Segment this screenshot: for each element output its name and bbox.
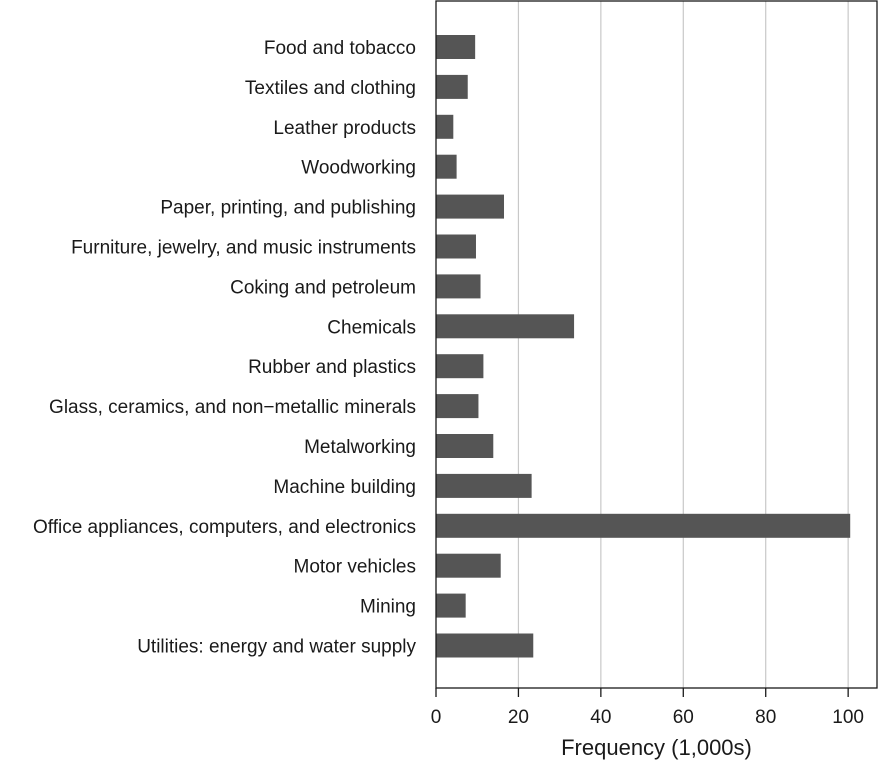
bars <box>436 35 851 658</box>
bar-13 <box>436 553 501 578</box>
category-label-1: Textiles and clothing <box>245 78 416 99</box>
category-label-2: Leather products <box>273 118 416 139</box>
gridlines <box>517 1 849 688</box>
x-axis-title: Frequency (1,000s) <box>561 735 752 760</box>
bar-9 <box>436 394 479 419</box>
bar-2 <box>436 114 454 139</box>
category-label-12: Office appliances, computers, and electr… <box>33 517 416 538</box>
bar-1 <box>436 74 468 99</box>
category-label-15: Utilities: energy and water supply <box>137 637 416 658</box>
category-label-8: Rubber and plastics <box>248 357 416 378</box>
x-tick-label-2: 40 <box>590 707 611 728</box>
plot-frame <box>435 0 878 689</box>
category-label-0: Food and tobacco <box>264 38 416 59</box>
category-label-9: Glass, ceramics, and non−metallic minera… <box>49 397 416 418</box>
bar-8 <box>436 354 484 379</box>
bar-3 <box>436 154 457 179</box>
category-labels: Food and tobacco Textiles and clothing Lea… <box>33 38 417 658</box>
bar-4 <box>436 194 505 219</box>
x-tick-label-0: 0 <box>431 707 442 728</box>
category-label-11: Machine building <box>273 477 416 498</box>
category-label-14: Mining <box>360 597 416 618</box>
x-tick-label-3: 60 <box>673 707 694 728</box>
x-tick-label-4: 80 <box>755 707 776 728</box>
bar-0 <box>436 35 476 59</box>
bar-7 <box>436 314 575 339</box>
category-label-7: Chemicals <box>327 317 416 338</box>
category-label-4: Paper, printing, and publishing <box>160 198 416 219</box>
category-label-13: Motor vehicles <box>294 557 417 578</box>
bar-14 <box>436 593 466 618</box>
bar-12 <box>436 513 851 538</box>
bar-5 <box>436 234 476 259</box>
category-label-3: Woodworking <box>301 158 416 179</box>
bar-6 <box>436 274 481 299</box>
bar-15 <box>436 633 534 658</box>
x-ticks: 0 20 40 60 80 100 <box>431 688 864 728</box>
axes <box>435 0 878 689</box>
x-tick-label-1: 20 <box>508 707 529 728</box>
category-label-6: Coking and petroleum <box>230 277 416 298</box>
bar-10 <box>436 434 494 458</box>
bar-11 <box>436 473 532 498</box>
x-tick-label-5: 100 <box>832 707 864 728</box>
category-label-5: Furniture, jewelry, and music instrument… <box>71 238 416 259</box>
category-label-10: Metalworking <box>304 437 416 458</box>
